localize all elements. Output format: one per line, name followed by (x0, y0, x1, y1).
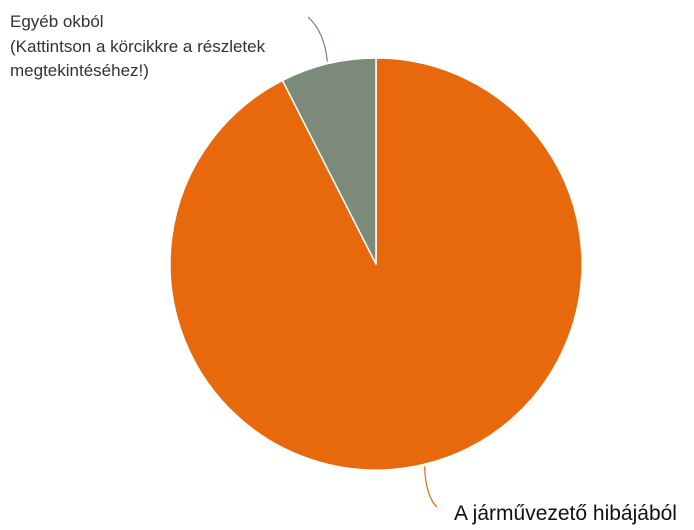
pie-slices (169, 57, 583, 471)
slice-label-other-line-2[interactable]: (Kattintson a körcikkre a részletek (10, 37, 266, 56)
leader-line-other-slice (307, 16, 328, 62)
leader-line-main-slice (424, 466, 438, 508)
slice-labels: A járművezető hibájából Egyéb okból (Kat… (10, 12, 677, 525)
slice-label-other-line-3: megtekintéséhez!) (10, 61, 149, 80)
slice-label-main: A járművezető hibájából (454, 502, 677, 525)
slice-label-other-line-1: Egyéb okból (10, 12, 104, 31)
pie-slice-other-causes[interactable] (281, 57, 377, 265)
leader-lines (307, 16, 438, 508)
